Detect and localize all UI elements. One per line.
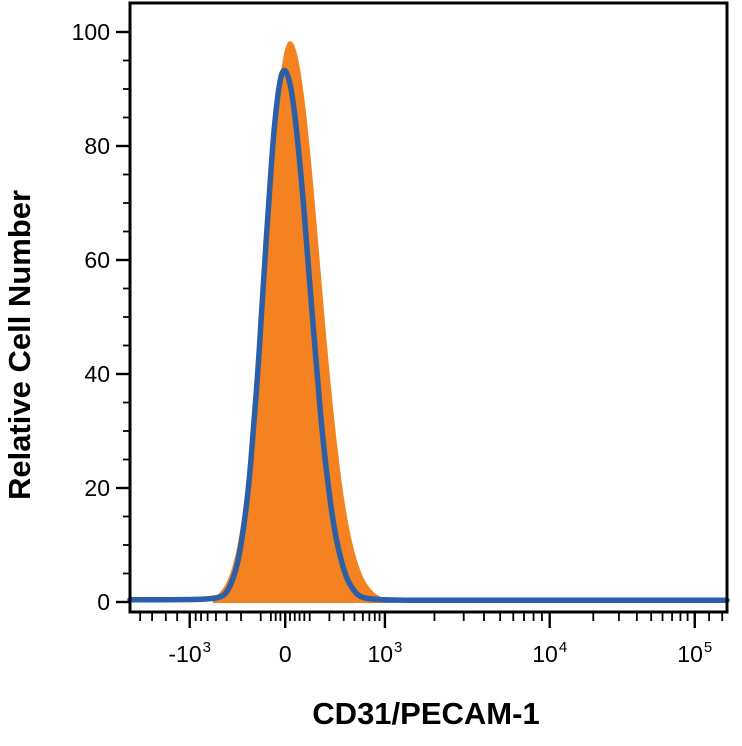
plot-border — [128, 1, 729, 614]
axis-ticks: 0 20 40 60 80 100 -103 0 103 104 105 — [72, 19, 724, 667]
x-tick-label: 105 — [677, 639, 712, 667]
y-tick-label: 0 — [97, 589, 110, 615]
y-tick-label: 40 — [84, 361, 110, 387]
y-axis-title: Relative Cell Number — [2, 190, 37, 500]
histogram-curves — [127, 41, 730, 604]
y-tick-label: 20 — [84, 475, 110, 501]
x-tick-label: 103 — [367, 639, 402, 667]
x-tick-label: 0 — [279, 641, 292, 667]
y-tick-label: 100 — [72, 19, 110, 45]
x-tick-label: 104 — [532, 639, 567, 667]
stained-sample-filled-curve — [212, 41, 394, 603]
x-axis-title: CD31/PECAM-1 — [312, 696, 539, 731]
y-tick-label: 60 — [84, 247, 110, 273]
x-tick-label: -103 — [168, 639, 211, 667]
y-tick-label: 80 — [84, 133, 110, 159]
control-open-outline-curve — [127, 67, 730, 604]
